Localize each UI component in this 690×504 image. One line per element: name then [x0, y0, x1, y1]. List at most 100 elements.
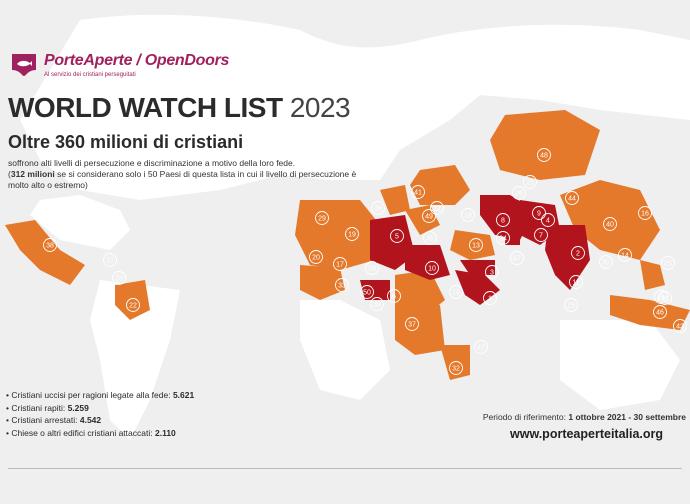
rank-number: 37	[408, 322, 416, 329]
rank-marker: 6	[387, 289, 401, 303]
rank-circle	[569, 275, 583, 289]
rank-circle	[673, 319, 687, 333]
rank-circle	[425, 261, 439, 275]
rank-circle	[469, 238, 483, 252]
rank-number: 47	[513, 256, 521, 263]
stat-value: 2.110	[154, 427, 176, 438]
rank-circle	[345, 227, 359, 241]
rank-marker: 40	[603, 217, 617, 231]
rank-marker: 7	[534, 228, 548, 242]
rank-number: 50	[363, 290, 371, 297]
rank-circle	[474, 340, 488, 354]
rank-circle	[523, 175, 537, 189]
rank-number: 19	[348, 232, 356, 239]
rank-circle	[653, 305, 667, 319]
description-line1: soffrono alti livelli di persecuzione e …	[8, 158, 296, 168]
stat-row: • Cristiani rapiti: 5.259	[6, 402, 89, 413]
rank-marker: 11	[569, 275, 583, 289]
stat-label: Cristiani rapiti:	[11, 402, 66, 413]
rank-circle	[661, 256, 675, 270]
rank-circle	[565, 191, 579, 205]
rank-circle	[461, 208, 475, 222]
rank-circle	[422, 209, 436, 223]
rank-marker: 8	[496, 213, 510, 227]
reference-period: Periodo di riferimento: 1 ottobre 2021 -…	[483, 412, 686, 422]
rank-number: 4	[546, 218, 550, 225]
rank-marker: 43	[673, 319, 687, 333]
rank-circle	[309, 250, 323, 264]
rank-marker: 29	[315, 211, 329, 225]
rank-circle	[371, 201, 385, 215]
description-bold: 312 milioni	[10, 169, 55, 179]
rank-circle	[370, 297, 384, 311]
title-year: 2023	[289, 92, 351, 123]
rank-circle	[112, 271, 126, 285]
rank-circle	[315, 211, 329, 225]
rank-circle	[599, 255, 613, 269]
rank-marker: 24	[449, 285, 463, 299]
rank-number: 31	[661, 296, 669, 303]
rank-circle	[541, 213, 555, 227]
rank-marker: 39	[370, 297, 384, 311]
rank-number: 27	[106, 258, 114, 265]
rank-marker: 16	[638, 206, 652, 220]
stat-label: Cristiani arrestati:	[11, 415, 78, 425]
rank-circle	[483, 291, 497, 305]
rank-marker: 10	[425, 261, 439, 275]
rank-number: 3	[490, 270, 494, 277]
stats-list: • Cristiani uccisi per ragioni legate al…	[6, 389, 266, 439]
website-link[interactable]: www.porteaperteitalia.org	[510, 427, 664, 441]
rank-number: 15	[567, 303, 575, 310]
rank-marker: 14	[618, 248, 632, 262]
rank-circle	[532, 206, 546, 220]
rank-marker: 27	[103, 253, 117, 267]
rank-number: 14	[621, 253, 629, 260]
rank-circle	[564, 298, 578, 312]
rank-circle	[496, 213, 510, 227]
stat-value: 5.259	[67, 402, 89, 413]
rank-marker: 30	[599, 255, 613, 269]
rank-number: 36	[374, 206, 382, 213]
rank-number: 35	[426, 236, 434, 243]
rank-number: 26	[515, 191, 523, 198]
rank-circle	[430, 201, 444, 215]
rank-number: 9	[537, 211, 541, 218]
rank-number: 7	[539, 233, 543, 240]
rank-number: 42	[477, 345, 485, 352]
rank-number: 43	[676, 324, 684, 331]
rank-marker: 26	[512, 186, 526, 200]
rank-circle	[618, 248, 632, 262]
rank-circle	[571, 246, 585, 260]
rank-number: 23	[115, 276, 123, 283]
rank-marker: 50	[360, 285, 374, 299]
rank-circle	[335, 278, 349, 292]
rank-number: 28	[368, 266, 376, 273]
rank-marker: 13	[469, 238, 483, 252]
rank-number: 12	[433, 206, 441, 213]
rank-circle	[449, 361, 463, 375]
rank-marker: 5	[390, 229, 404, 243]
rank-circle	[43, 238, 57, 252]
rank-marker: 35	[423, 231, 437, 245]
rank-marker: 1	[483, 291, 497, 305]
rank-number: 25	[664, 261, 672, 268]
rank-marker: 21	[523, 175, 537, 189]
rank-marker: 22	[126, 298, 140, 312]
rank-marker: 19	[345, 227, 359, 241]
rank-circle	[103, 253, 117, 267]
rank-number: 1	[488, 296, 492, 303]
rank-marker: 23	[112, 271, 126, 285]
rank-marker: 18	[461, 208, 475, 222]
stat-row: • Cristiani arrestati: 4.542	[6, 415, 102, 425]
description-line2: se si considerano solo i 50 Paesi di que…	[8, 169, 357, 190]
stat-value: 5.621	[172, 390, 195, 400]
rank-marker: 9	[532, 206, 546, 220]
very-high-persecution-regions	[5, 110, 690, 380]
rank-circle	[126, 298, 140, 312]
rank-circle	[638, 206, 652, 220]
rank-number: 29	[318, 216, 326, 223]
logo-text: PorteAperte / OpenDoors	[44, 52, 230, 69]
description: soffrono alti livelli di persecuzione e …	[8, 158, 357, 190]
